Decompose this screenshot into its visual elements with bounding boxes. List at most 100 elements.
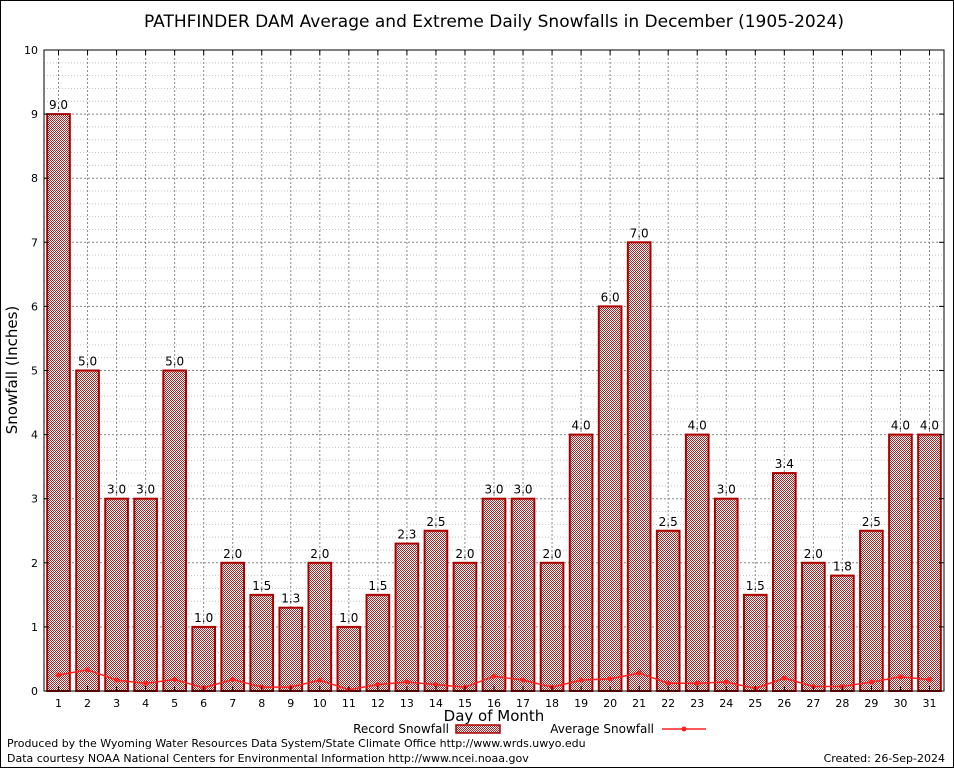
x-tick-labels: 1 2 3 4 5 6 7 8 9 10 11 12 13 14 15 16 17 18 19 20 21 22 23 24 2… bbox=[55, 697, 936, 710]
x-tick-label: 14 bbox=[429, 697, 443, 710]
x-tick-label: 19 bbox=[574, 697, 588, 710]
average-point bbox=[114, 677, 120, 683]
bar-day-21 bbox=[626, 241, 652, 693]
bar-value-label: 1.5 bbox=[746, 579, 765, 593]
bar-value-label: 5.0 bbox=[165, 355, 184, 369]
bar-value-label: 4.0 bbox=[688, 419, 707, 433]
y-tick-label: 6 bbox=[31, 300, 38, 313]
legend-average-label: Average Snowfall bbox=[550, 722, 654, 736]
bar-value-label: 1.3 bbox=[281, 592, 300, 606]
bar-value-label: 1.5 bbox=[252, 579, 271, 593]
bar-day-4 bbox=[133, 497, 158, 693]
y-tick-label: 5 bbox=[31, 365, 38, 378]
bar-day-17 bbox=[510, 497, 536, 693]
y-tick-label: 8 bbox=[31, 172, 38, 185]
average-point bbox=[781, 675, 787, 681]
x-tick-label: 25 bbox=[748, 697, 762, 710]
bar-value-label: 2.3 bbox=[397, 528, 416, 542]
bar-day-1 bbox=[46, 113, 71, 693]
x-tick-label: 1 bbox=[55, 697, 62, 710]
average-point bbox=[636, 670, 642, 676]
bar-day-30 bbox=[888, 433, 913, 692]
bar-value-label: 3.0 bbox=[136, 483, 155, 497]
legend-record-label: Record Snowfall bbox=[353, 722, 449, 736]
bar-day-24 bbox=[713, 497, 739, 693]
average-point bbox=[578, 677, 584, 683]
bar-value-label: 7.0 bbox=[630, 226, 649, 240]
y-axis-label: Snowfall (Inches) bbox=[3, 306, 21, 434]
bar-value-label: 3.0 bbox=[484, 483, 503, 497]
average-point bbox=[868, 679, 874, 685]
x-tick-label: 28 bbox=[835, 697, 849, 710]
x-axis-label: Day of Month bbox=[444, 707, 545, 725]
x-tick-label: 9 bbox=[287, 697, 294, 710]
bar-value-label: 5.0 bbox=[78, 355, 97, 369]
bar-series bbox=[46, 113, 942, 693]
chart-axes bbox=[43, 49, 945, 692]
bar-day-11 bbox=[336, 625, 362, 693]
bar-value-label: 3.0 bbox=[107, 483, 126, 497]
bar-value-label: 2.0 bbox=[543, 547, 562, 561]
bar-value-label: 4.0 bbox=[572, 419, 591, 433]
y-tick-label: 2 bbox=[31, 557, 38, 570]
x-tick-label: 21 bbox=[632, 697, 646, 710]
x-tick-label: 30 bbox=[893, 697, 907, 710]
chart-title: PATHFINDER DAM Average and Extreme Daily… bbox=[144, 12, 844, 32]
x-tick-label: 16 bbox=[487, 697, 501, 710]
bar-day-20 bbox=[597, 305, 623, 692]
x-tick-label: 2 bbox=[84, 697, 91, 710]
bar-value-label: 3.0 bbox=[513, 483, 532, 497]
average-point bbox=[433, 682, 439, 688]
bar-value-label: 6.0 bbox=[601, 290, 620, 304]
bar-day-10 bbox=[307, 561, 333, 692]
bar-day-19 bbox=[568, 433, 594, 692]
x-tick-label: 13 bbox=[400, 697, 414, 710]
average-point bbox=[404, 679, 410, 685]
bar-value-label: 2.0 bbox=[804, 547, 823, 561]
bar-value-label: 2.0 bbox=[223, 547, 242, 561]
x-tick-label: 8 bbox=[258, 697, 265, 710]
average-point bbox=[694, 680, 700, 686]
bar-value-label: 4.0 bbox=[891, 419, 910, 433]
average-point bbox=[375, 682, 381, 688]
y-tick-labels: 0 1 2 3 4 5 6 7 8 9 10 bbox=[24, 44, 38, 698]
x-tick-label: 17 bbox=[516, 697, 530, 710]
average-point bbox=[723, 679, 729, 685]
bar-day-27 bbox=[801, 561, 826, 692]
y-tick-label: 1 bbox=[31, 621, 38, 634]
x-tick-label: 31 bbox=[922, 697, 936, 710]
bar-value-label: 2.0 bbox=[455, 547, 474, 561]
x-tick-label: 20 bbox=[603, 697, 617, 710]
x-tick-label: 4 bbox=[142, 697, 149, 710]
x-tick-label: 27 bbox=[806, 697, 820, 710]
bar-day-13 bbox=[394, 542, 420, 692]
x-tick-label: 26 bbox=[777, 697, 791, 710]
x-tick-label: 5 bbox=[171, 697, 178, 710]
average-point bbox=[172, 676, 178, 682]
bar-value-label: 3.4 bbox=[775, 457, 794, 471]
bar-value-label: 1.0 bbox=[194, 611, 213, 625]
bar-value-label: 9.0 bbox=[49, 98, 68, 112]
average-point bbox=[607, 676, 613, 682]
bar-value-label: 1.8 bbox=[833, 560, 852, 574]
bar-day-29 bbox=[859, 529, 884, 692]
average-point bbox=[85, 667, 91, 673]
bar-day-9 bbox=[278, 606, 304, 692]
x-tick-label: 29 bbox=[864, 697, 878, 710]
legend: Record Snowfall Average Snowfall bbox=[353, 722, 706, 736]
y-tick-label: 4 bbox=[31, 429, 38, 442]
created-date: Created: 26-Sep-2024 bbox=[823, 752, 945, 765]
x-tick-label: 12 bbox=[371, 697, 385, 710]
x-tick-label: 3 bbox=[113, 697, 120, 710]
x-tick-label: 15 bbox=[458, 697, 472, 710]
average-point bbox=[897, 674, 903, 680]
legend-average-marker bbox=[681, 726, 687, 732]
bar-value-label: 2.5 bbox=[426, 515, 445, 529]
average-point bbox=[926, 676, 932, 682]
average-point bbox=[230, 676, 236, 682]
x-tick-label: 6 bbox=[200, 697, 207, 710]
y-tick-label: 10 bbox=[24, 44, 38, 57]
bar-day-14 bbox=[423, 529, 449, 692]
x-tick-label: 11 bbox=[342, 697, 356, 710]
